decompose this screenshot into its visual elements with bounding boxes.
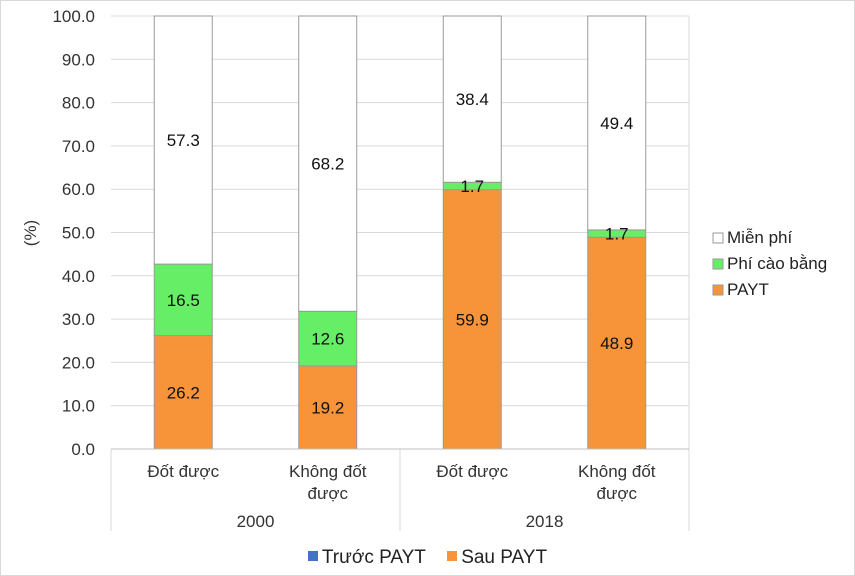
x-category-label: Đốt được (147, 462, 219, 481)
y-tick-label: 20.0 (62, 353, 95, 372)
x-group-label: 2000 (237, 512, 275, 531)
data-label: 12.6 (311, 330, 344, 349)
data-label: 19.2 (311, 398, 344, 417)
data-label: 59.9 (456, 310, 489, 329)
y-axis-label: (%) (21, 220, 40, 246)
legend-after-swatch (447, 551, 457, 561)
data-label: 57.3 (167, 131, 200, 150)
data-label: 1.7 (460, 177, 484, 196)
y-tick-label: 50.0 (62, 224, 95, 243)
chart: 0.0 10.0 20.0 30.0 40.0 50.0 60.0 70.0 80.0 90.0 1… (0, 0, 855, 576)
stacked-bar-chart: 0.0 10.0 20.0 30.0 40.0 50.0 60.0 70.0 80.0 90.0 1… (1, 1, 854, 541)
y-tick-label: 30.0 (62, 310, 95, 329)
x-category-label: Không đốt (578, 462, 656, 481)
y-tick-label: 80.0 (62, 94, 95, 113)
data-label: 26.2 (167, 383, 200, 402)
data-label: 48.9 (600, 334, 633, 353)
x-category-label: Đốt được (436, 462, 508, 481)
y-tick-label: 10.0 (62, 397, 95, 416)
y-tick-label: 100.0 (52, 7, 95, 26)
y-tick-label: 40.0 (62, 267, 95, 286)
legend-label: Phí cào bằng (727, 254, 827, 273)
legend-after-payt: Sau PAYT (447, 547, 547, 569)
legend-label: Miễn phí (727, 228, 792, 247)
legend-swatch (713, 233, 723, 243)
legend-before-payt: Trước PAYT (308, 547, 426, 569)
legend-swatch (713, 285, 723, 295)
x-category-label: Không đốt (289, 462, 367, 481)
y-tick-label: 70.0 (62, 137, 95, 156)
x-group-label: 2018 (526, 512, 564, 531)
y-tick-label: 60.0 (62, 180, 95, 199)
bottom-legend: Trước PAYT Sau PAYT (1, 547, 854, 569)
data-label: 38.4 (456, 90, 489, 109)
data-label: 16.5 (167, 291, 200, 310)
x-category-label: được (597, 484, 638, 503)
data-label: 49.4 (600, 114, 633, 133)
x-category-label: được (308, 484, 349, 503)
legend-before-label: Trước PAYT (322, 547, 426, 568)
data-label: 68.2 (311, 155, 344, 174)
data-label: 1.7 (605, 225, 629, 244)
legend-before-swatch (308, 551, 318, 561)
legend-swatch (713, 259, 723, 269)
legend-after-label: Sau PAYT (461, 547, 547, 568)
y-tick-label: 0.0 (71, 440, 95, 459)
y-tick-label: 90.0 (62, 50, 95, 69)
legend-label: PAYT (727, 280, 769, 299)
